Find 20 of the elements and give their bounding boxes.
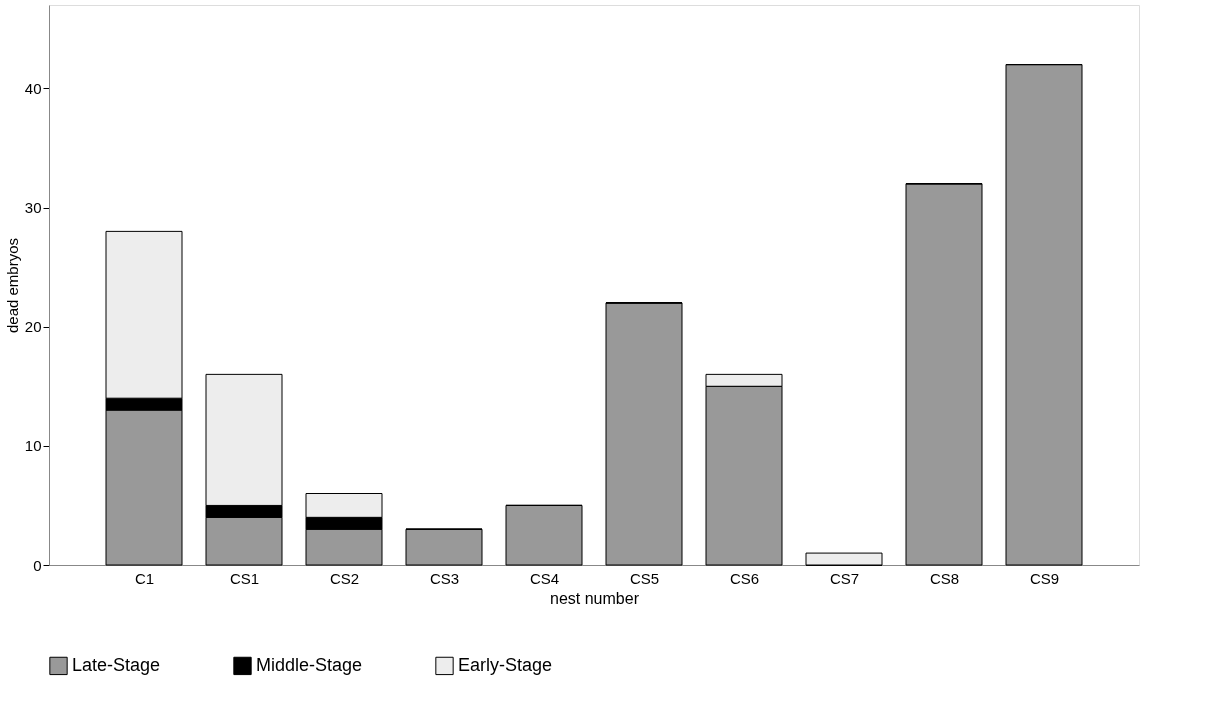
y-tick-label: 0 <box>33 556 42 574</box>
x-tick-label: C1 <box>134 569 155 587</box>
x-tick-label: CS7 <box>829 569 860 587</box>
legend-label: Late-Stage <box>72 654 161 675</box>
x-tick-label: CS2 <box>329 569 360 587</box>
x-tick-label: CS8 <box>929 569 960 587</box>
y-tick-label: 20 <box>24 318 42 336</box>
y-tick-label: 40 <box>24 79 42 97</box>
y-tick-label: 10 <box>24 437 42 455</box>
legend-label: Middle-Stage <box>256 654 363 675</box>
x-tick-label: CS6 <box>729 569 760 587</box>
x-tick-label: CS5 <box>629 569 660 587</box>
x-axis-title: nest number <box>550 589 640 607</box>
x-tick-label: CS1 <box>229 569 260 587</box>
x-tick-label: CS9 <box>1029 569 1060 587</box>
y-axis-title: dead embryos <box>3 237 21 334</box>
x-tick-label: CS3 <box>429 569 460 587</box>
legend-label: Early-Stage <box>458 654 553 675</box>
y-tick-label: 30 <box>24 199 42 217</box>
x-tick-label: CS4 <box>529 569 560 587</box>
